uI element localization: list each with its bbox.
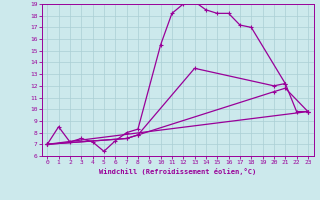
X-axis label: Windchill (Refroidissement éolien,°C): Windchill (Refroidissement éolien,°C) [99,168,256,175]
